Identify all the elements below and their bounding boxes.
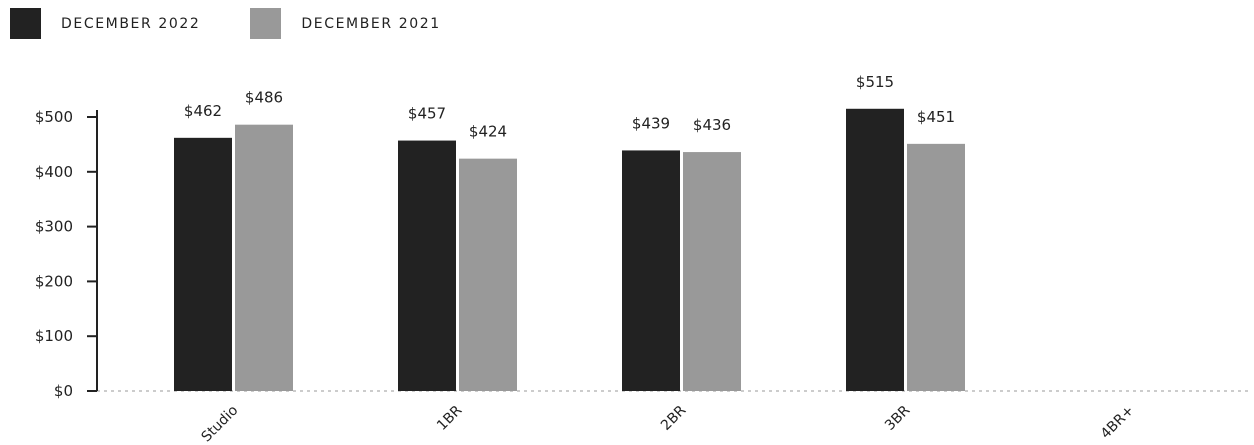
legend-swatch-december-2022 [10, 8, 41, 39]
bar [174, 137, 232, 391]
bar [683, 152, 741, 391]
y-tick-label: $500 [35, 108, 73, 126]
bar [622, 150, 680, 391]
x-category-label: 3BR [882, 402, 913, 433]
bar-value-label: $439 [632, 114, 670, 132]
bar-value-label: $462 [184, 102, 222, 120]
x-category-label: Studio [198, 403, 241, 445]
chart-legend: DECEMBER 2022 DECEMBER 2021 [10, 8, 491, 39]
legend-label-december-2022: DECEMBER 2022 [61, 15, 201, 32]
bar-value-label: $424 [469, 123, 507, 141]
bar [846, 108, 904, 391]
legend-swatch-december-2021 [250, 8, 282, 39]
legend-label-december-2021: DECEMBER 2021 [301, 15, 441, 32]
x-category-label: 4BR+ [1098, 403, 1138, 443]
bar [459, 158, 517, 391]
y-tick-label: $300 [35, 218, 73, 236]
bar [907, 143, 965, 391]
bar-value-label: $486 [245, 89, 283, 107]
bar-value-label: $515 [856, 73, 894, 91]
bar-value-label: $451 [917, 108, 955, 126]
bar [235, 124, 293, 391]
y-tick-label: $0 [54, 382, 73, 400]
bar-value-label: $457 [408, 105, 446, 123]
legend-item-december-2021: DECEMBER 2021 [250, 8, 440, 39]
bar-value-label: $436 [693, 116, 731, 134]
x-category-label: 2BR [658, 402, 689, 433]
legend-item-december-2022: DECEMBER 2022 [10, 8, 200, 39]
x-category-label: 1BR [434, 402, 465, 433]
y-tick-label: $400 [35, 163, 73, 181]
y-tick-label: $200 [35, 272, 73, 290]
bar [398, 140, 456, 391]
y-tick-label: $100 [35, 327, 73, 345]
